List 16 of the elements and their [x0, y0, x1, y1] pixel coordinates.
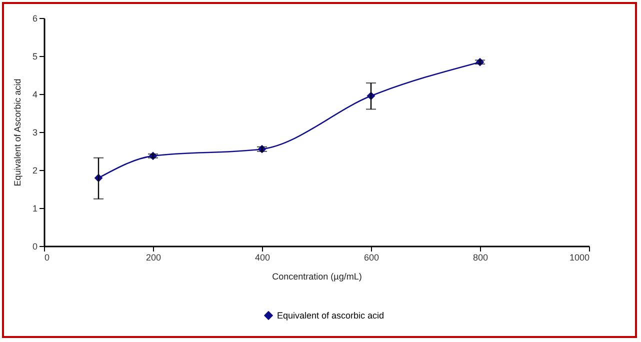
x-axis-title: Concentration (µg/mL) — [272, 272, 362, 282]
y-tick-label: 3 — [32, 128, 38, 138]
y-tick-label: 1 — [32, 204, 38, 214]
x-tick-label: 0 — [44, 252, 50, 262]
y-tick-label: 6 — [32, 14, 38, 24]
x-tick-label: 400 — [254, 252, 270, 262]
x-tick-label: 200 — [146, 252, 162, 262]
y-tick-label: 0 — [32, 242, 38, 252]
y-tick-label: 5 — [32, 52, 38, 62]
x-tick-label: 1000 — [569, 252, 590, 262]
y-tick-label: 4 — [32, 90, 38, 100]
x-tick-label: 800 — [472, 252, 488, 262]
y-axis-title: Equivalent of Ascorbic acid — [12, 78, 22, 186]
legend-label: Equivalent of ascorbic acid — [277, 310, 384, 320]
x-tick-label: 600 — [364, 252, 380, 262]
y-tick-label: 2 — [32, 166, 38, 176]
